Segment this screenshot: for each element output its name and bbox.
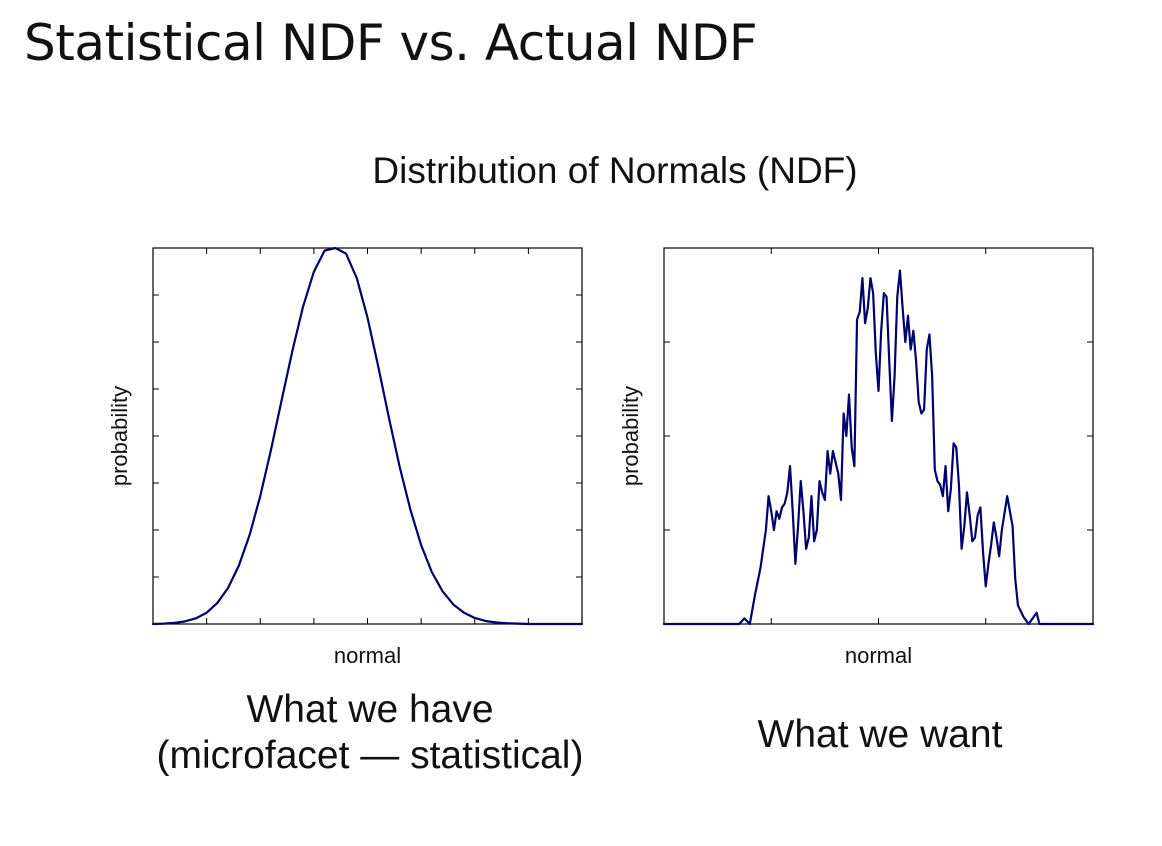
series-line-right-0 (662, 269, 1095, 626)
caption-left-line2: (microfacet — statistical) (156, 734, 584, 777)
slide-title: Statistical NDF vs. Actual NDF (24, 14, 758, 72)
caption-left-line1: What we have (246, 688, 494, 731)
caption-left: What we have (microfacet — statistical) (110, 687, 630, 779)
plot-frame-left (152, 247, 583, 625)
plot-frame-right (663, 247, 1094, 625)
y-axis-label-right: probability (618, 386, 643, 486)
x-axis-label-right: normal (845, 643, 912, 668)
x-axis-label-left: normal (334, 643, 401, 668)
caption-right: What we want (757, 713, 1003, 756)
y-axis-label-left: probability (107, 386, 132, 486)
series-line-left-0 (151, 246, 584, 626)
figure-title: Distribution of Normals (NDF) (372, 150, 858, 191)
